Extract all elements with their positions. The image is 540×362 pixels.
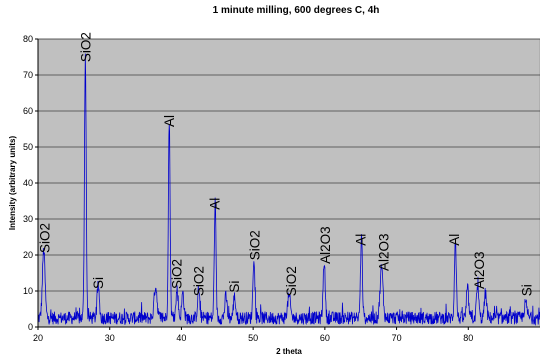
gridlines bbox=[38, 38, 540, 292]
peak-label: SiO2 bbox=[38, 223, 53, 253]
y-tick-label: 30 bbox=[23, 214, 33, 224]
peak-label: Al bbox=[162, 115, 177, 127]
peak-label: Al2O3 bbox=[377, 234, 392, 272]
y-axis-label: Intensity (arbitrary units) bbox=[8, 136, 17, 231]
peak-label: Al2O3 bbox=[472, 251, 487, 289]
y-tick-label: 70 bbox=[23, 70, 33, 80]
y-tick-label: 80 bbox=[23, 34, 33, 44]
y-tick-label: 60 bbox=[23, 106, 33, 116]
x-tick-label: 50 bbox=[248, 333, 258, 343]
peak-label: SiO2 bbox=[169, 259, 184, 289]
x-axis-ticks: 20 30 40 50 60 70 80 bbox=[33, 327, 473, 343]
y-tick-label: 50 bbox=[23, 142, 33, 152]
peak-label: SiO2 bbox=[78, 32, 93, 62]
peak-labels: SiO2 SiO2 Si Al SiO2 SiO2 Al Si SiO2 SiO2 Al2O3 Al A… bbox=[38, 32, 535, 296]
y-tick-label: 0 bbox=[28, 322, 33, 332]
peak-label: Al bbox=[207, 198, 222, 210]
y-axis-ticks: 0 10 20 30 40 50 60 70 80 bbox=[23, 34, 38, 332]
x-tick-label: 70 bbox=[392, 333, 402, 343]
y-tick-label: 10 bbox=[23, 286, 33, 296]
x-tick-label: 60 bbox=[320, 333, 330, 343]
x-axis-label: 2 theta bbox=[276, 347, 302, 356]
peak-label: Si bbox=[91, 277, 106, 289]
peak-label: Si bbox=[227, 281, 242, 293]
y-tick-label: 20 bbox=[23, 250, 33, 260]
peak-label: Si bbox=[519, 284, 534, 296]
peak-label: Al2O3 bbox=[318, 226, 333, 264]
x-tick-label: 30 bbox=[105, 333, 115, 343]
x-tick-label: 40 bbox=[176, 333, 186, 343]
y-tick-label: 40 bbox=[23, 178, 33, 188]
x-tick-label: 80 bbox=[463, 333, 473, 343]
peak-label: SiO2 bbox=[192, 266, 207, 296]
x-tick-label: 20 bbox=[33, 333, 43, 343]
peak-label: Al bbox=[354, 234, 369, 246]
chart-title: 1 minute milling, 600 degrees C, 4h bbox=[213, 5, 380, 16]
intensity-trace bbox=[37, 53, 540, 326]
peak-label: SiO2 bbox=[248, 230, 263, 260]
peak-label: Al bbox=[447, 234, 462, 246]
peak-label: SiO2 bbox=[284, 266, 299, 296]
